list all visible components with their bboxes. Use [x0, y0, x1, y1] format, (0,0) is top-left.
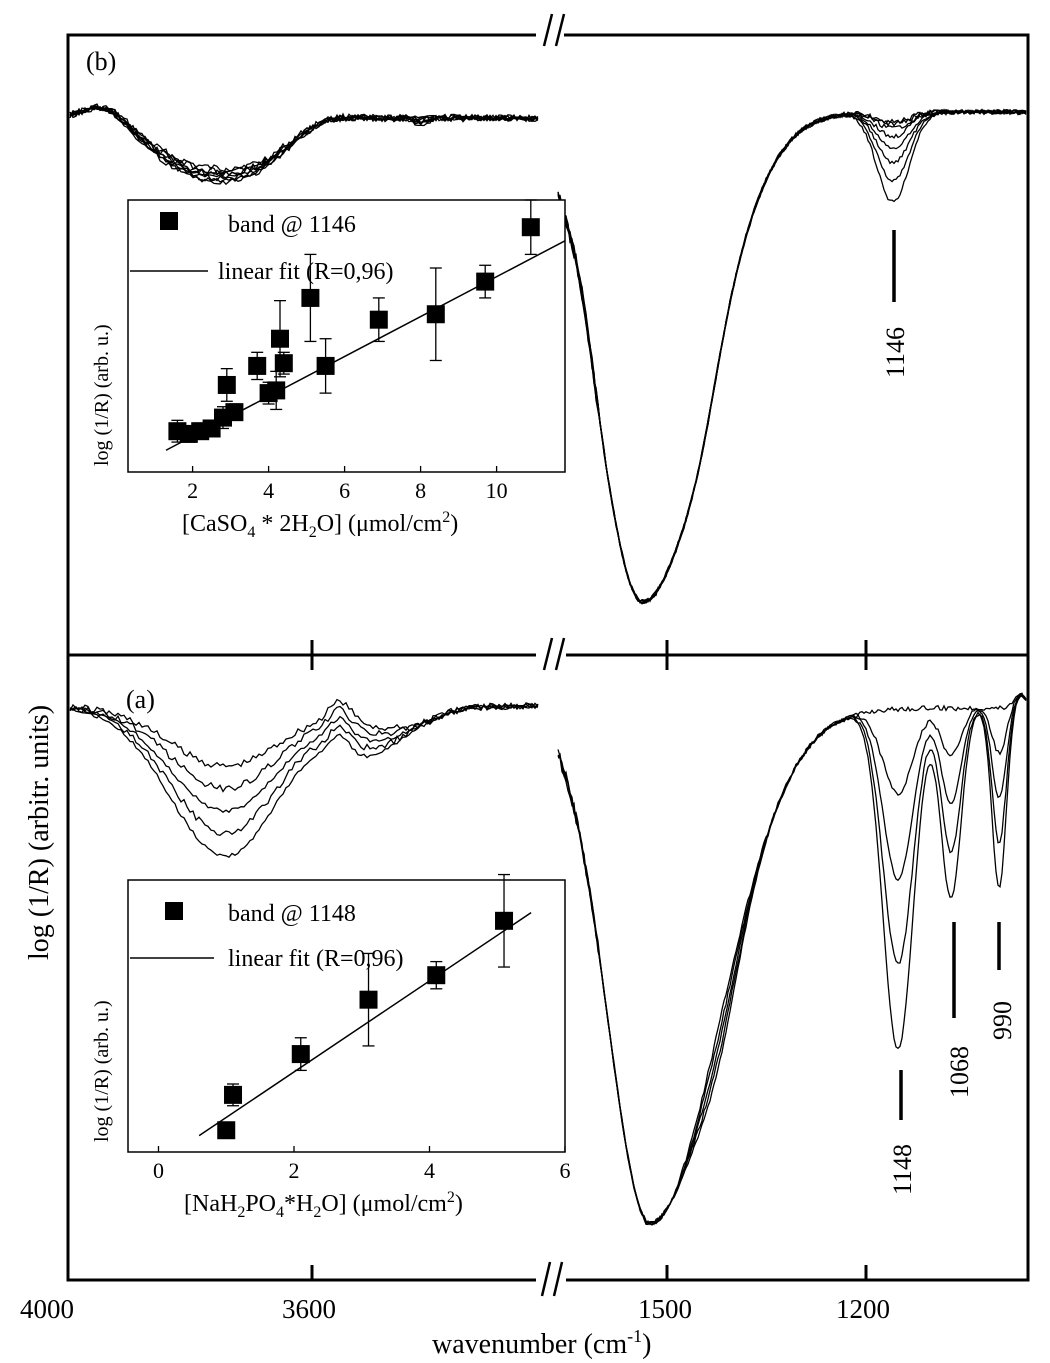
inset-tick-label: 2: [187, 478, 198, 503]
data-point: [271, 329, 289, 348]
spectrum-line: [69, 702, 539, 793]
spectra-panel-b: [69, 103, 1027, 605]
data-point: [521, 218, 540, 237]
inset-tick-label: 10: [486, 478, 508, 503]
data-point: [359, 990, 378, 1009]
data-point: [426, 305, 445, 324]
data-point: [274, 354, 293, 373]
axis-break-middle: [536, 637, 566, 672]
spectrum-line: [557, 108, 1027, 603]
legend-band-a: band @ 1148: [228, 901, 356, 927]
x-tick-label-3600: 3600: [282, 1294, 336, 1324]
inset-b-xlabel: [CaSO4 * 2H2O] (μmol/cm2): [182, 509, 458, 541]
inset-b: 2 4 6 8 10 band @ 1146 linear fit (R=0,96) l…: [91, 199, 566, 541]
axis-break-top: [536, 13, 566, 50]
inset-tick-label: 4: [263, 478, 274, 503]
panel-label-b: (b): [86, 47, 116, 76]
data-point: [217, 375, 236, 394]
spectrum-line: [557, 109, 1027, 604]
data-point: [427, 966, 446, 985]
spectrum-line: [557, 694, 1027, 1224]
spectrum-line: [557, 108, 1027, 604]
inset-a-ylabel: log (1/R) (arb. u.): [91, 1000, 113, 1142]
data-point: [225, 403, 244, 422]
band-marker-990: 990: [988, 922, 1017, 1040]
data-point: [291, 1045, 310, 1064]
band-label-1068: 1068: [945, 1046, 974, 1098]
data-point: [301, 288, 320, 307]
band-marker-1148: 1148: [888, 1070, 917, 1195]
linear-fit-line: [198, 912, 532, 1137]
inset-tick-label: 2: [288, 1158, 299, 1183]
inset-tick-label: 4: [424, 1158, 435, 1183]
spectra-panel-a: [69, 692, 1027, 1226]
inset-tick-label: 8: [415, 478, 426, 503]
spectrum-line: [69, 702, 539, 837]
data-point: [217, 1121, 236, 1140]
data-point: [267, 381, 286, 400]
spectrum-line: [69, 105, 539, 183]
spectrum-line: [69, 703, 538, 859]
x-tick-label-4000: 4000: [20, 1294, 74, 1324]
band-label-1148: 1148: [888, 1144, 917, 1195]
x-tick-label-1200: 1200: [836, 1294, 890, 1324]
spectrum-line: [557, 108, 1027, 603]
band-marker-1068: 1068: [945, 922, 974, 1098]
band-label-990: 990: [988, 1001, 1017, 1040]
panel-label-a: (a): [126, 685, 155, 714]
data-point: [248, 356, 267, 375]
spectrum-line: [557, 108, 1027, 603]
x-tick-label-1500: 1500: [638, 1294, 692, 1324]
inset-b-ylabel: log (1/R) (arb. u.): [91, 324, 113, 466]
data-point: [495, 911, 514, 930]
x-ticks: [310, 640, 868, 1280]
inset-a-xlabel: [NaH2PO4*H2O] (μmol/cm2): [184, 1189, 463, 1221]
inset-tick-label: 6: [560, 1158, 571, 1183]
data-point: [369, 310, 388, 329]
legend-fit-b: linear fit (R=0,96): [218, 259, 394, 285]
axis-break-bottom: [536, 1261, 566, 1297]
band-marker-1146: 1146: [881, 230, 910, 378]
spectrum-line: [557, 110, 1027, 605]
spectrum-line: [69, 105, 539, 186]
legend-fit-a: linear fit (R=0,96): [228, 946, 404, 972]
spectrum-line: [557, 108, 1027, 605]
legend-band-b: band @ 1146: [228, 212, 356, 238]
inset-tick-label: 0: [153, 1158, 164, 1183]
band-label-1146: 1146: [881, 327, 910, 378]
data-point: [476, 272, 495, 291]
legend-marker-square: [160, 212, 178, 230]
inset-a: 0 2 4 6 band @ 1148 linear fit (R=0,96) log…: [91, 873, 571, 1221]
inset-tick-label: 6: [339, 478, 350, 503]
spectrum-line: [557, 109, 1027, 605]
legend-marker-square: [165, 902, 183, 920]
x-axis-label: wavenumber (cm-1): [432, 1326, 651, 1360]
data-point: [224, 1085, 243, 1104]
data-point: [316, 356, 335, 375]
y-axis-label: log (1/R) (arbitr. units): [24, 705, 55, 960]
spectrum-line: [69, 703, 539, 814]
